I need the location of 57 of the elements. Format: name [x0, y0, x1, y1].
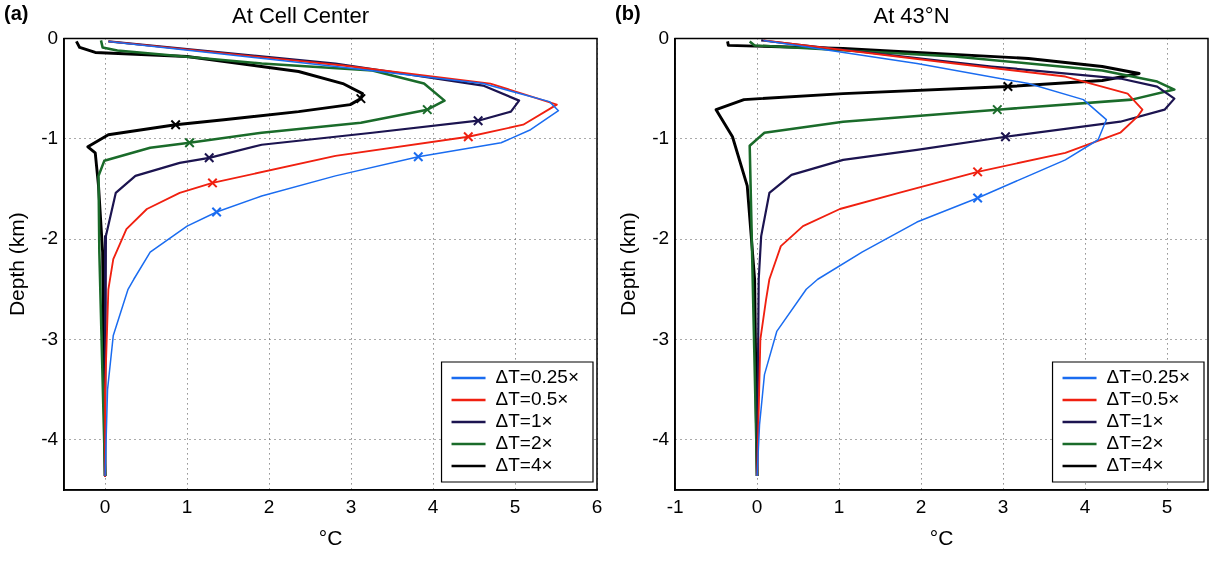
legend-label: ΔT=0.25× — [1106, 366, 1190, 388]
point — [1002, 81, 1014, 92]
point — [992, 104, 1003, 115]
point — [355, 93, 367, 104]
point — [207, 177, 218, 189]
legend-label: ΔT=0.25× — [495, 366, 579, 388]
x-tick-label: 0 — [99, 495, 111, 517]
point — [184, 137, 195, 149]
legend-label: ΔT=1× — [1106, 410, 1164, 432]
y-axis-title: Depth (km) — [5, 212, 29, 317]
x-tick-label: 1 — [181, 495, 193, 517]
point — [1000, 131, 1011, 142]
x-tick-label: 6 — [591, 495, 603, 517]
y-tick-label: -2 — [652, 227, 670, 249]
text: (a) — [4, 1, 29, 24]
y-tick-label: -1 — [652, 126, 670, 148]
x-tick-label: 3 — [345, 495, 357, 517]
y-tick-label: 0 — [658, 26, 670, 48]
legend-label: ΔT=0.5× — [495, 388, 569, 410]
point — [422, 104, 433, 115]
y-tick-label: -3 — [652, 327, 670, 349]
legend-label: ΔT=1× — [495, 410, 553, 432]
x-axis-title: °C — [318, 526, 343, 550]
y-tick-label: -2 — [41, 227, 59, 249]
y-tick-label: -4 — [41, 428, 59, 450]
legend-label: ΔT=4× — [495, 454, 553, 476]
legend-label: ΔT=0.5× — [1106, 388, 1180, 410]
x-tick-label: -1 — [666, 495, 684, 517]
legend-label: ΔT=2× — [1106, 432, 1164, 454]
y-tick-label: -4 — [652, 428, 670, 450]
point — [972, 166, 983, 178]
x-tick-label: 3 — [997, 495, 1009, 517]
legend-label: ΔT=4× — [1106, 454, 1164, 476]
y-tick-label: 0 — [47, 26, 59, 48]
x-tick-label: 4 — [427, 495, 439, 517]
y-axis-title: Depth (km) — [616, 212, 640, 317]
point — [211, 206, 222, 218]
point — [203, 152, 215, 164]
point — [170, 119, 181, 130]
legend-label: ΔT=2× — [495, 432, 553, 454]
point — [972, 192, 983, 204]
point — [472, 115, 484, 126]
chart-title: At 43°N — [873, 3, 950, 29]
x-tick-label: 5 — [509, 495, 521, 517]
x-tick-label: 5 — [1161, 495, 1173, 517]
text: (b) — [615, 1, 641, 24]
x-axis-title: °C — [929, 526, 954, 550]
x-tick-label: 0 — [751, 495, 763, 517]
y-tick-label: -3 — [41, 327, 59, 349]
x-tick-label: 4 — [1079, 495, 1091, 517]
x-tick-label: 1 — [833, 495, 845, 517]
point — [463, 131, 474, 142]
point — [413, 151, 424, 163]
x-tick-label: 2 — [263, 495, 275, 517]
y-tick-label: -1 — [41, 126, 59, 148]
x-tick-label: 2 — [915, 495, 927, 517]
chart-title: At Cell Center — [232, 3, 369, 29]
